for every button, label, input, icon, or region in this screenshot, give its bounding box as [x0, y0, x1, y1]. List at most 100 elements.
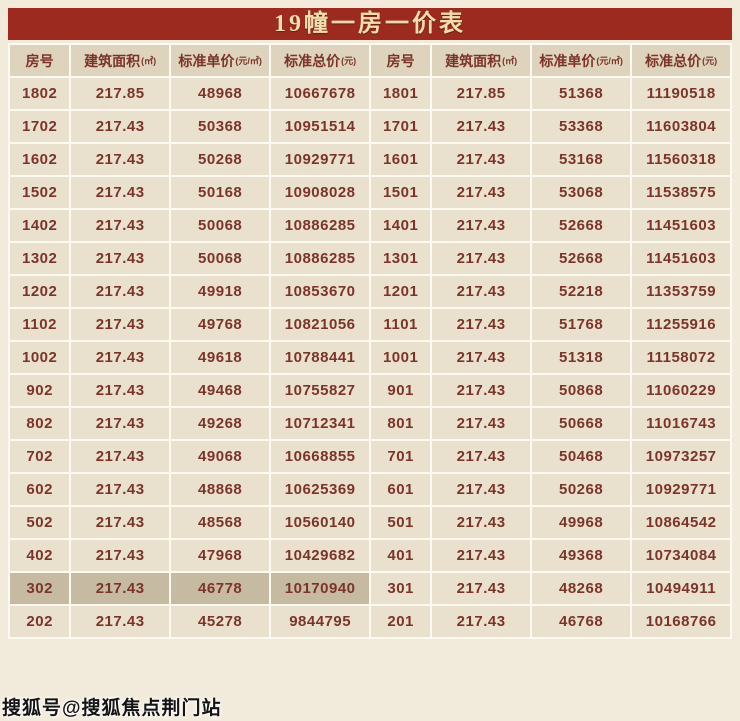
column-header: 建筑面积(㎡) — [430, 43, 532, 78]
table-cell: 217.43 — [69, 274, 171, 309]
table-cell: 217.43 — [430, 241, 532, 276]
table-cell: 217.43 — [69, 505, 171, 540]
table-cell: 11538575 — [630, 175, 732, 210]
table-cell: 50368 — [168, 109, 272, 144]
price-table: 房号 建筑面积(㎡) 标准单价(元/㎡) 标准总价(元) 房号 建筑面积(㎡) 标准单价(元… — [7, 43, 732, 639]
table-cell: 217.43 — [430, 505, 532, 540]
table-row: 602 217.43 48868 10625369 601 217.43 50268 1092… — [7, 472, 732, 507]
table-cell: 50268 — [529, 472, 633, 507]
table-cell: 53068 — [529, 175, 633, 210]
table-cell: 217.43 — [69, 439, 171, 474]
table-cell: 50068 — [168, 208, 272, 243]
table-cell: 11190518 — [630, 76, 732, 111]
table-row: 1502 217.43 50168 10908028 1501 217.43 53068 11… — [7, 175, 732, 210]
table-cell: 10908028 — [269, 175, 371, 210]
table-cell: 11353759 — [630, 274, 732, 309]
table-cell: 1102 — [7, 307, 72, 342]
table-cell: 52668 — [529, 208, 633, 243]
table-cell: 10625369 — [269, 472, 371, 507]
page-title: 19幢一房一价表 — [8, 8, 732, 40]
table-cell: 902 — [7, 373, 72, 408]
table-cell: 217.43 — [430, 571, 532, 606]
table-cell: 217.43 — [69, 406, 171, 441]
table-cell: 1002 — [7, 340, 72, 375]
table-cell: 10864542 — [630, 505, 732, 540]
table-cell: 50168 — [168, 175, 272, 210]
column-header: 标准单价(元/㎡) — [529, 43, 633, 78]
table-cell: 217.43 — [69, 109, 171, 144]
table-cell: 202 — [7, 604, 72, 639]
table-cell: 10668855 — [269, 439, 371, 474]
table-cell: 601 — [368, 472, 433, 507]
table-cell: 217.43 — [430, 538, 532, 573]
table-cell: 46768 — [529, 604, 633, 639]
table-cell: 1201 — [368, 274, 433, 309]
table-cell: 1701 — [368, 109, 433, 144]
table-cell: 1401 — [368, 208, 433, 243]
table-cell: 9844795 — [269, 604, 371, 639]
table-cell: 501 — [368, 505, 433, 540]
table-cell: 901 — [368, 373, 433, 408]
column-header: 房号 — [368, 43, 433, 78]
table-cell: 217.43 — [69, 142, 171, 177]
table-cell: 702 — [7, 439, 72, 474]
table-cell: 602 — [7, 472, 72, 507]
table-cell: 217.43 — [69, 241, 171, 276]
table-cell: 48968 — [168, 76, 272, 111]
table-cell: 52668 — [529, 241, 633, 276]
column-header-label: 标准单价 — [539, 52, 596, 69]
table-cell: 48268 — [529, 571, 633, 606]
column-header: 建筑面积(㎡) — [69, 43, 171, 78]
table-cell: 10886285 — [269, 241, 371, 276]
table-cell: 49968 — [529, 505, 633, 540]
table-cell: 11451603 — [630, 208, 732, 243]
table-cell: 10560140 — [269, 505, 371, 540]
table-cell: 217.43 — [69, 538, 171, 573]
table-cell: 1402 — [7, 208, 72, 243]
table-cell: 217.43 — [69, 175, 171, 210]
table-cell: 10929771 — [630, 472, 732, 507]
table-cell: 217.43 — [430, 340, 532, 375]
table-cell: 11560318 — [630, 142, 732, 177]
table-cell: 802 — [7, 406, 72, 441]
table-row: 1702 217.43 50368 10951514 1701 217.43 53368 11… — [7, 109, 732, 144]
table-cell: 1502 — [7, 175, 72, 210]
table-cell: 11255916 — [630, 307, 732, 342]
column-header: 房号 — [7, 43, 72, 78]
table-cell: 217.85 — [69, 76, 171, 111]
table-cell: 217.43 — [430, 109, 532, 144]
table-cell: 302 — [7, 571, 72, 606]
table-cell: 1202 — [7, 274, 72, 309]
table-cell: 51318 — [529, 340, 633, 375]
table-cell: 1101 — [368, 307, 433, 342]
column-header-unit: (㎡) — [141, 55, 157, 66]
table-cell: 11060229 — [630, 373, 732, 408]
table-cell: 1802 — [7, 76, 72, 111]
table-row: 1202 217.43 49918 10853670 1201 217.43 52218 11… — [7, 274, 732, 309]
table-row: 1002 217.43 49618 10788441 1001 217.43 51318 11… — [7, 340, 732, 375]
table-cell: 11016743 — [630, 406, 732, 441]
table-cell: 1302 — [7, 241, 72, 276]
table-cell: 46778 — [168, 571, 272, 606]
table-cell: 10494911 — [630, 571, 732, 606]
table-cell: 50268 — [168, 142, 272, 177]
column-header-label: 标准单价 — [178, 52, 235, 69]
table-cell: 217.43 — [430, 274, 532, 309]
table-cell: 10788441 — [269, 340, 371, 375]
table-cell: 217.43 — [69, 208, 171, 243]
table-cell: 50468 — [529, 439, 633, 474]
table-cell: 402 — [7, 538, 72, 573]
table-cell: 10170940 — [269, 571, 371, 606]
table-cell: 49268 — [168, 406, 272, 441]
table-cell: 48568 — [168, 505, 272, 540]
table-cell: 217.43 — [430, 373, 532, 408]
table-cell: 50068 — [168, 241, 272, 276]
column-header-label: 房号 — [386, 52, 415, 69]
table-header-row: 房号 建筑面积(㎡) 标准单价(元/㎡) 标准总价(元) 房号 建筑面积(㎡) 标准单价(元… — [7, 43, 732, 78]
column-header-label: 建筑面积 — [445, 52, 502, 69]
column-header-unit: (元) — [341, 55, 357, 66]
table-cell: 10168766 — [630, 604, 732, 639]
table-cell: 49918 — [168, 274, 272, 309]
table-cell: 10929771 — [269, 142, 371, 177]
table-cell: 10951514 — [269, 109, 371, 144]
